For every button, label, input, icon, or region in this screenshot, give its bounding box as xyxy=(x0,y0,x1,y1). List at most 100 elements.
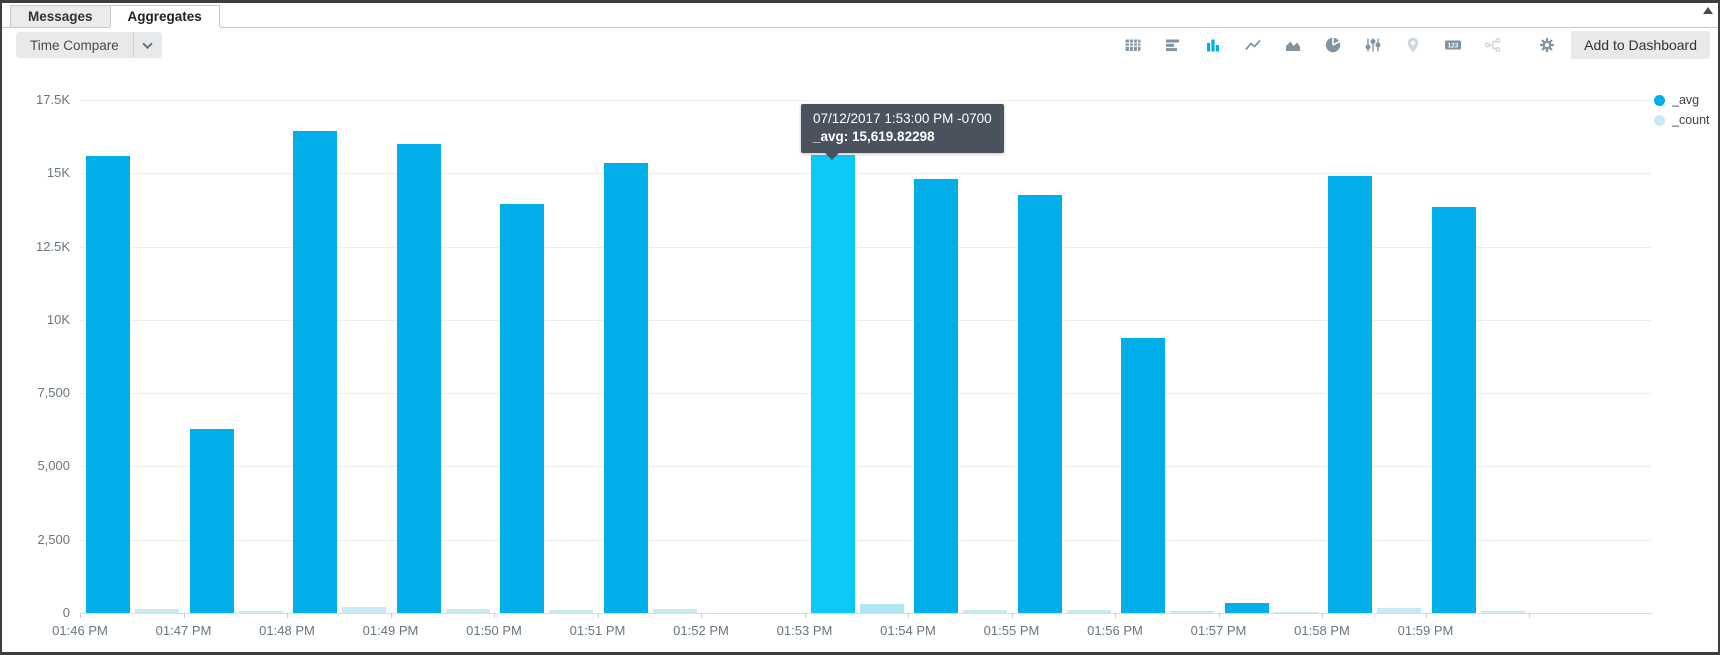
x-axis-tick xyxy=(183,613,185,618)
legend-item-avg[interactable]: _avg xyxy=(1654,90,1710,110)
bar-_count-0149PM[interactable] xyxy=(445,609,490,613)
x-axis-label: 01:55 PM xyxy=(983,623,1040,638)
time-compare-label: Time Compare xyxy=(30,37,119,53)
bar-_avg-0147PM[interactable] xyxy=(189,428,234,613)
x-axis-label: 01:52 PM xyxy=(673,623,729,638)
bar-_avg-0153PM[interactable] xyxy=(810,155,855,613)
gridline xyxy=(80,319,1652,321)
tab-aggregates[interactable]: Aggregates xyxy=(109,5,220,27)
x-axis-label: 01:58 PM xyxy=(1294,623,1350,638)
x-axis-label: 01:47 PM xyxy=(155,623,212,638)
bar-_avg-0158PM[interactable] xyxy=(1328,176,1372,613)
bar-_avg-0148PM[interactable] xyxy=(293,131,337,613)
sliders-icon[interactable] xyxy=(1363,35,1383,55)
x-axis-tick xyxy=(804,613,806,618)
bar-_count-0155PM[interactable] xyxy=(1066,610,1111,613)
gridline xyxy=(80,466,1652,468)
x-axis-tick xyxy=(494,613,495,618)
flow-icon xyxy=(1483,35,1503,55)
y-axis-label: 15K xyxy=(46,165,70,181)
chart-legend: _avg _count xyxy=(1654,90,1710,130)
legend-label: _avg xyxy=(1672,93,1700,107)
y-axis-label: 10K xyxy=(46,311,70,327)
y-axis-label: 5,000 xyxy=(37,458,70,474)
x-axis-label: 01:46 PM xyxy=(52,623,108,638)
tooltip-pointer xyxy=(825,153,839,160)
bar-_count-0146PM[interactable] xyxy=(135,608,179,613)
svg-text:123: 123 xyxy=(1448,43,1459,50)
bar-_count-0150PM[interactable] xyxy=(549,610,593,613)
chevron-down-icon[interactable] xyxy=(134,32,162,58)
bar-_count-0151PM[interactable] xyxy=(652,608,697,613)
tooltip-timestamp: 07/12/2017 1:53:00 PM -0700 xyxy=(813,111,992,126)
bar-chart-vertical-icon[interactable] xyxy=(1203,35,1223,55)
results-tab-bar: Messages Aggregates xyxy=(2,3,1718,28)
bar-_avg-0154PM[interactable] xyxy=(914,178,958,613)
gridline xyxy=(80,246,1652,248)
x-axis-tick xyxy=(1529,613,1530,618)
gridline xyxy=(80,539,1652,541)
gear-icon[interactable] xyxy=(1537,35,1557,55)
line-chart-icon[interactable] xyxy=(1243,35,1263,55)
divider xyxy=(132,32,134,58)
bar-_count-0153PM[interactable] xyxy=(859,604,904,613)
bar-_count-0156PM[interactable] xyxy=(1170,611,1214,613)
x-axis-tick xyxy=(701,613,702,618)
bar-_count-0157PM[interactable] xyxy=(1273,611,1318,613)
gridline xyxy=(80,613,1652,614)
bar-chart-horizontal-icon[interactable] xyxy=(1163,35,1183,55)
table-icon[interactable] xyxy=(1123,35,1143,55)
x-axis-tick xyxy=(1115,613,1116,618)
add-to-dashboard-button[interactable]: Add to Dashboard xyxy=(1571,31,1710,59)
y-axis-label: 0 xyxy=(62,605,70,620)
x-axis-label: 01:56 PM xyxy=(1087,623,1143,638)
bar-_count-0158PM[interactable] xyxy=(1377,608,1421,613)
bar-_avg-0159PM[interactable] xyxy=(1431,206,1476,613)
bar-_avg-0151PM[interactable] xyxy=(603,163,648,613)
x-axis-tick xyxy=(1322,613,1323,618)
x-axis-label: 01:53 PM xyxy=(776,623,833,638)
bar-_avg-0146PM[interactable] xyxy=(86,155,130,613)
x-axis-tick xyxy=(80,613,81,618)
bar-_count-0154PM[interactable] xyxy=(963,609,1007,613)
gridline xyxy=(80,393,1652,395)
time-compare-button[interactable]: Time Compare xyxy=(16,32,162,58)
legend-dot xyxy=(1654,114,1665,126)
gridline xyxy=(80,173,1652,175)
x-axis-label: 01:57 PM xyxy=(1190,623,1247,638)
gridline xyxy=(80,100,1652,101)
bar-_count-0159PM[interactable] xyxy=(1480,610,1525,613)
bar-_count-0147PM[interactable] xyxy=(238,610,283,613)
bar-_avg-0156PM[interactable] xyxy=(1121,338,1165,613)
y-axis-label: 7,500 xyxy=(37,385,70,401)
x-axis-tick xyxy=(597,613,599,618)
bar-_avg-0149PM[interactable] xyxy=(396,143,441,613)
bar-_avg-0155PM[interactable] xyxy=(1017,194,1062,613)
aggregates-toolbar: Time Compare 123 Add to Dashboard xyxy=(2,28,1718,63)
y-axis-label: 2,500 xyxy=(37,531,70,547)
x-axis-tick xyxy=(287,613,288,618)
chart-area: _avg _count 07/12/2017 1:53:00 PM -0700 _… xyxy=(2,62,1718,652)
tooltip-value: _avg: 15,619.82298 xyxy=(813,129,935,144)
tab-messages[interactable]: Messages xyxy=(10,5,111,27)
bar-_avg-0150PM[interactable] xyxy=(500,204,544,613)
y-axis-label: 17.5K xyxy=(36,92,70,107)
numeric-badge-icon[interactable]: 123 xyxy=(1443,35,1463,55)
y-axis-label: 12.5K xyxy=(36,238,70,254)
x-axis-label: 01:59 PM xyxy=(1397,623,1454,638)
legend-item-count[interactable]: _count xyxy=(1654,110,1710,130)
bar-_avg-0157PM[interactable] xyxy=(1224,602,1269,613)
pie-chart-icon[interactable] xyxy=(1323,35,1343,55)
x-axis-label: 01:51 PM xyxy=(569,623,626,638)
map-pin-icon xyxy=(1403,35,1423,55)
x-axis-label: 01:50 PM xyxy=(466,623,522,638)
x-axis-tick xyxy=(908,613,909,618)
scroll-up-icon[interactable] xyxy=(1703,7,1713,14)
x-axis-tick xyxy=(1011,613,1013,618)
x-axis-label: 01:48 PM xyxy=(259,623,315,638)
x-axis-tick xyxy=(390,613,392,618)
x-axis-tick xyxy=(1425,613,1427,618)
bar-_count-0148PM[interactable] xyxy=(342,607,386,613)
area-chart-icon[interactable] xyxy=(1283,35,1303,55)
